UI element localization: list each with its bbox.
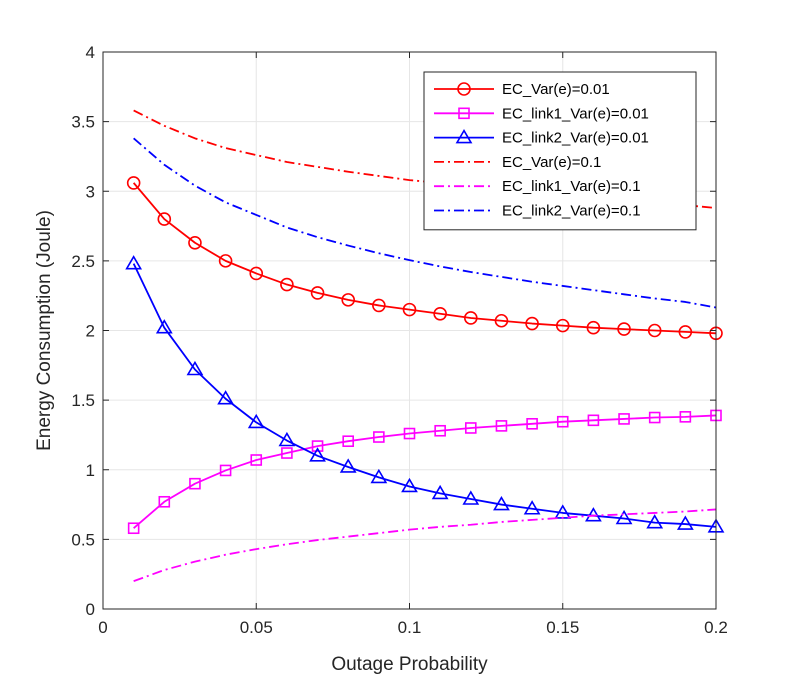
circle-marker [433, 306, 447, 321]
square-marker [648, 411, 661, 424]
square-marker [311, 440, 324, 452]
square-marker [281, 447, 293, 459]
x-tick-label: 0.05 [240, 618, 273, 637]
circle-marker [310, 286, 325, 300]
legend-box [423, 71, 697, 231]
legend-entry-4: EC_link1_Var(e)=0.1 [434, 178, 641, 195]
series-5 [133, 137, 717, 309]
legend-entry-1: EC_link1_Var(e)=0.01 [434, 105, 649, 122]
x-tick-label: 0.2 [704, 618, 728, 637]
circle-marker [586, 320, 601, 335]
triangle-marker [217, 390, 234, 405]
triangle-marker [247, 413, 265, 429]
triangle-marker [186, 360, 204, 376]
square-marker [434, 424, 446, 437]
triangle-marker [370, 468, 388, 484]
triangle-marker [646, 514, 664, 529]
legend-label: EC_link1_Var(e)=0.1 [502, 178, 641, 195]
triangle-marker [401, 477, 418, 493]
x-axis-label: Outage Probability [331, 654, 488, 675]
circle-marker [341, 293, 356, 307]
square-marker [403, 427, 416, 440]
y-tick-label: 3.5 [71, 113, 95, 132]
legend: EC_Var(e)=0.01 EC_link1_Var(e)=0.01 EC_lin… [423, 71, 697, 231]
circle-marker [457, 82, 471, 96]
y-tick-label: 3 [86, 182, 95, 201]
square-marker [219, 464, 232, 477]
legend-entry-3: EC_Var(e)=0.1 [434, 154, 601, 171]
circle-marker [188, 235, 202, 250]
series-4 [133, 508, 717, 582]
square-marker [526, 417, 538, 430]
square-marker [556, 415, 569, 428]
series-line [133, 137, 717, 309]
y-tick-label: 1 [86, 461, 95, 480]
y-tick-label: 0.5 [71, 530, 95, 549]
square-marker [464, 422, 477, 434]
square-marker [458, 107, 470, 120]
square-marker [587, 414, 600, 427]
circle-marker [126, 176, 141, 190]
ticks: 0 0.05 0.1 0.15 0.2 0 0.5 1 1.5 2 2.5 3 3.5 4 [71, 43, 727, 637]
square-marker [373, 431, 385, 443]
series-line [132, 263, 717, 528]
circle-marker [280, 277, 294, 292]
triangle-marker [125, 255, 143, 270]
square-marker [189, 477, 201, 490]
square-marker [127, 522, 140, 535]
series-2 [125, 255, 725, 533]
x-tick-label: 0 [98, 618, 107, 637]
triangle-marker [455, 129, 473, 144]
square-marker [679, 411, 692, 423]
y-tick-label: 1.5 [71, 391, 95, 410]
x-tick-label: 0.1 [398, 618, 422, 637]
legend-label: EC_link2_Var(e)=0.01 [502, 130, 649, 147]
triangle-marker [615, 509, 633, 525]
triangle-marker [155, 319, 173, 334]
legend-entry-0: EC_Var(e)=0.01 [434, 81, 610, 98]
triangle-marker [676, 515, 694, 530]
circle-marker [647, 323, 662, 338]
circle-marker [617, 322, 631, 336]
square-marker [158, 495, 171, 508]
legend-label: EC_link2_Var(e)=0.1 [502, 203, 641, 220]
triangle-marker [462, 490, 480, 505]
square-marker [342, 435, 355, 448]
legend-entry-5: EC_link2_Var(e)=0.1 [434, 203, 641, 220]
triangle-marker [523, 500, 541, 515]
y-tick-label: 0 [86, 600, 95, 619]
x-tick-label: 0.15 [546, 618, 579, 637]
legend-label: EC_Var(e)=0.1 [502, 154, 601, 171]
y-tick-label: 2.5 [71, 252, 95, 271]
circle-marker [372, 298, 386, 313]
y-axis-label: Energy Consumption (Joule) [34, 210, 55, 451]
circle-marker [249, 266, 264, 281]
triangle-marker [339, 458, 357, 473]
legend-label: EC_Var(e)=0.01 [502, 81, 610, 98]
triangle-marker [309, 447, 326, 462]
circle-marker [463, 311, 478, 325]
square-marker [250, 454, 263, 466]
square-marker [495, 420, 508, 432]
series-0 [126, 176, 723, 341]
circle-marker [525, 316, 539, 331]
circle-marker [157, 212, 172, 226]
series-line [133, 508, 717, 582]
square-marker [618, 413, 630, 425]
circle-marker [218, 254, 233, 268]
circle-marker [555, 318, 570, 333]
circle-marker [402, 302, 417, 317]
circle-marker [494, 313, 509, 328]
circle-marker [678, 325, 693, 339]
triangle-marker [493, 495, 510, 511]
legend-entry-2: EC_link2_Var(e)=0.01 [434, 129, 649, 147]
y-tick-label: 2 [86, 322, 95, 341]
triangle-marker [431, 484, 449, 500]
y-tick-label: 4 [86, 43, 95, 62]
triangle-marker [278, 431, 296, 447]
legend-label: EC_link1_Var(e)=0.01 [502, 105, 649, 122]
